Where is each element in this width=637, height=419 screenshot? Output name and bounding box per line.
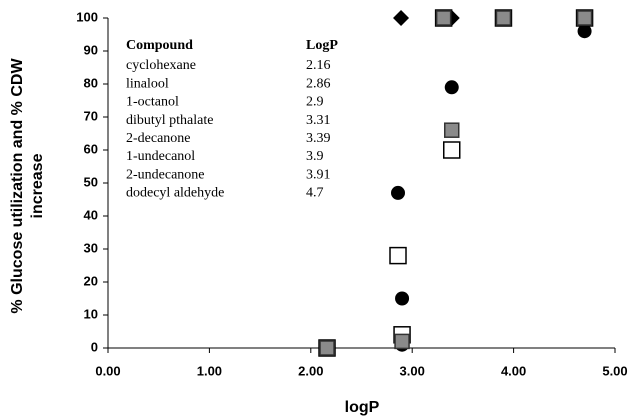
point <box>319 340 335 356</box>
x-tick-label: 0.00 <box>95 363 120 378</box>
table-cell: 3.91 <box>306 167 331 182</box>
table-cell: linalool <box>126 76 169 91</box>
table-cell: 2.9 <box>306 95 324 110</box>
table-cell: 1-octanol <box>126 95 179 110</box>
table-cell: dodecyl aldehyde <box>126 186 224 201</box>
y-tick-label: 50 <box>84 174 98 189</box>
point <box>444 80 459 95</box>
table-cell: 2.86 <box>306 76 331 91</box>
y-tick-label: 20 <box>84 273 98 288</box>
x-axis-title: logP <box>345 399 380 416</box>
table-cell: 3.39 <box>306 131 331 146</box>
table-cell: 3.9 <box>306 149 324 164</box>
y-axis-title: increase <box>29 153 46 218</box>
point <box>576 10 593 26</box>
table-cell: 1-undecanol <box>126 149 195 164</box>
y-tick-label: 70 <box>84 108 98 123</box>
table-header: Compound <box>126 38 193 53</box>
table-cell: 2-undecanone <box>126 167 205 182</box>
table-cell: 2.16 <box>306 58 331 73</box>
point <box>443 122 460 138</box>
point <box>391 185 406 200</box>
point <box>577 24 592 39</box>
x-tick-label: 5.00 <box>602 363 627 378</box>
y-tick-label: 80 <box>84 75 98 90</box>
table-cell: 4.7 <box>306 186 324 201</box>
y-tick-label: 40 <box>84 207 98 222</box>
x-tick-label: 3.00 <box>400 363 425 378</box>
table-cell: dibutyl pthalate <box>126 113 213 128</box>
point <box>394 333 410 350</box>
point <box>435 10 452 26</box>
y-tick-label: 0 <box>91 339 98 354</box>
point <box>393 10 410 26</box>
point <box>495 10 512 26</box>
point <box>442 141 461 159</box>
x-tick-label: 4.00 <box>501 363 526 378</box>
table-cell: 3.31 <box>306 113 331 128</box>
x-tick-label: 1.00 <box>197 363 222 378</box>
table-header: LogP <box>306 38 338 53</box>
y-axis-title: % Glucose utilization and % CDW <box>9 58 26 314</box>
point <box>389 246 407 265</box>
table-cell: 2-decanone <box>126 131 191 146</box>
point <box>395 291 410 306</box>
y-tick-label: 10 <box>84 306 98 321</box>
table-cell: cyclohexane <box>126 58 196 73</box>
y-tick-label: 30 <box>84 240 98 255</box>
x-tick-label: 2.00 <box>298 363 323 378</box>
y-tick-label: 90 <box>84 42 98 57</box>
y-tick-label: 60 <box>84 141 98 156</box>
y-tick-label: 100 <box>76 9 98 24</box>
